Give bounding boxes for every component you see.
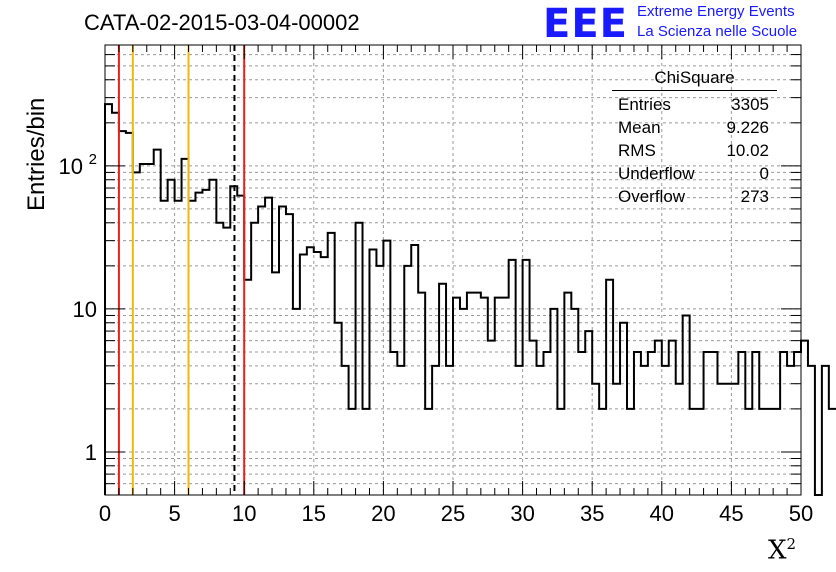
x-tick-label: 45	[719, 501, 743, 526]
tick-labels: 0 5 10 15 20 25 30 35 40 45 50 1 10 10 2	[59, 151, 814, 526]
stats-row-entries: Entries 3305	[612, 93, 777, 116]
x-tick-label: 15	[302, 501, 326, 526]
x-tick-label: 25	[441, 501, 465, 526]
y-axis-label: Entries/bin	[4, 98, 50, 211]
stats-title: ChiSquare	[612, 68, 777, 91]
stats-value: 10.02	[726, 141, 769, 160]
x-tick-label: 20	[371, 501, 395, 526]
logo-line-1: Extreme Energy Events	[637, 3, 795, 20]
stats-value: 9.226	[726, 118, 769, 137]
stats-label: Overflow	[618, 187, 686, 206]
stats-label: Underflow	[618, 164, 695, 183]
x-axis-label: X2	[768, 535, 796, 566]
y-tick-label-sup: 2	[89, 151, 97, 168]
y-tick-label: 10	[59, 154, 83, 179]
stats-row-mean: Mean 9.226	[612, 116, 777, 139]
stats-row-underflow: Underflow 0	[612, 162, 777, 185]
chart-title: CATA-02-2015-03-04-00002	[84, 10, 360, 35]
x-tick-label: 40	[650, 501, 674, 526]
axis-ticks	[104, 44, 802, 496]
y-tick-label: 1	[85, 440, 97, 465]
stats-value: 0	[759, 164, 769, 183]
x-tick-label: 30	[510, 501, 534, 526]
stats-label: Entries	[618, 95, 671, 114]
x-tick-label: 5	[168, 501, 180, 526]
stats-value: 3305	[731, 95, 769, 114]
x-tick-label: 0	[99, 501, 111, 526]
x-tick-label: 35	[580, 501, 604, 526]
x-tick-label: 10	[232, 501, 256, 526]
y-axis-label-text: Entries/bin	[23, 97, 50, 211]
stats-row-rms: RMS 10.02	[612, 139, 777, 162]
x-tick-label: 50	[789, 501, 813, 526]
logo-line-2: La Scienza nelle Scuole	[637, 23, 798, 40]
stats-label: Mean	[618, 118, 661, 137]
eee-logo: EEE	[543, 1, 628, 47]
x-axis-label-sup: 2	[786, 535, 797, 553]
y-tick-label: 10	[73, 297, 97, 322]
stats-value: 273	[740, 187, 769, 206]
x-axis-label-text: X	[768, 535, 787, 566]
stats-box: ChiSquare Entries 3305 Mean 9.226 RMS 10.02…	[612, 68, 777, 208]
reference-lines	[117, 45, 246, 495]
stats-row-overflow: Overflow 273	[612, 185, 777, 208]
stats-label: RMS	[618, 141, 656, 160]
